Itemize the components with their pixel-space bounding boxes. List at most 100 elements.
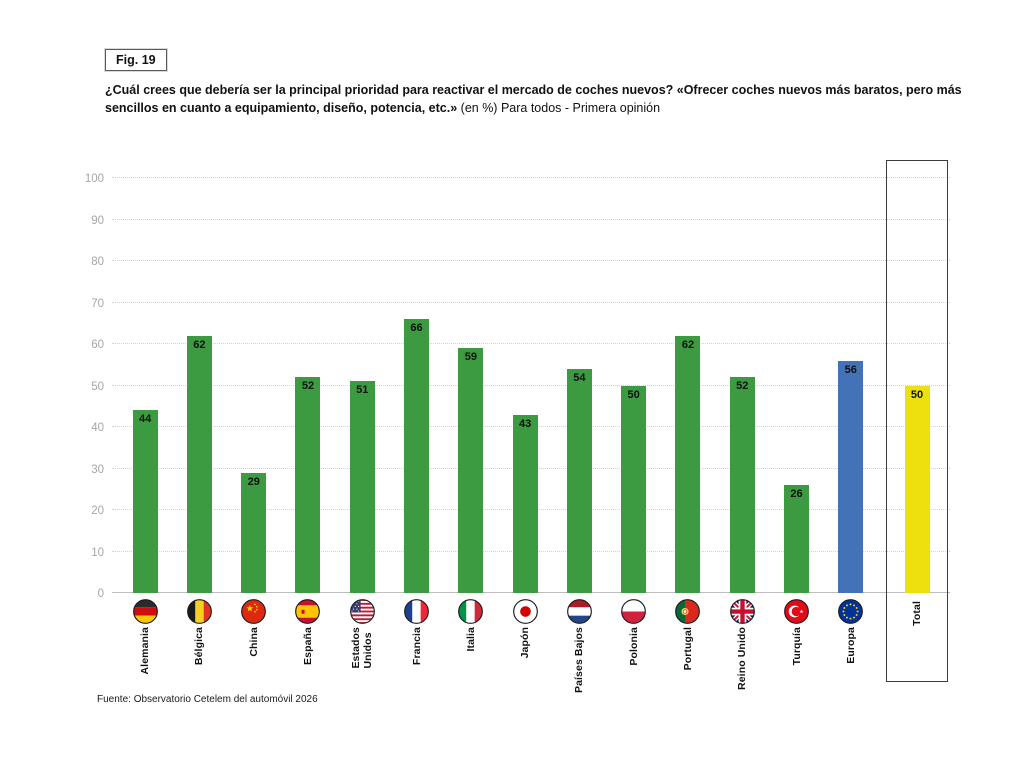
bar-value: 52 xyxy=(736,380,749,393)
ytick-label: 100 xyxy=(84,173,104,185)
ytick-label: 30 xyxy=(91,463,104,476)
bar-paises-bajos: 54 xyxy=(566,368,592,593)
total-label-area: Total xyxy=(886,601,948,626)
bar-value: 59 xyxy=(464,351,477,364)
ytick-label: 0 xyxy=(97,588,104,600)
x-label-europa: Europa xyxy=(844,627,857,664)
bar-slot: 50 xyxy=(607,178,661,593)
figure-number-tag: Fig. 19 xyxy=(105,49,167,71)
y-axis-labels: 0 10 20 30 40 50 60 70 80 90 100 xyxy=(56,173,104,600)
france-flag-icon xyxy=(404,599,429,624)
bar-china: 29 xyxy=(241,472,267,593)
chart-title-question: ¿Cuál crees que debería ser la principal… xyxy=(105,83,962,115)
x-label-belgica: Bélgica xyxy=(193,627,206,666)
bar-slot: 56 xyxy=(824,178,878,593)
italy-flag-icon xyxy=(458,599,484,624)
bar-alemania: 44 xyxy=(132,410,158,593)
bar-value: 62 xyxy=(193,338,206,351)
x-slot-estados-unidos: Estados Unidos xyxy=(335,599,389,693)
x-slot-paises-bajos: Países Bajos xyxy=(552,599,606,693)
bar-value: 62 xyxy=(681,338,695,351)
x-label-turquia: Turquía xyxy=(790,627,803,666)
x-slot-europa: Europa xyxy=(824,599,878,693)
x-slot-belgica: Bélgica xyxy=(172,599,226,693)
bar-value: 54 xyxy=(573,371,586,384)
bar-slot: 62 xyxy=(172,178,226,593)
bar-portugal: 62 xyxy=(675,335,701,593)
spain-flag-icon xyxy=(295,599,321,624)
ytick-label: 90 xyxy=(91,214,104,227)
x-slot-japon: Japón xyxy=(498,599,552,693)
china-flag-icon xyxy=(241,599,267,624)
bar-slot: 62 xyxy=(661,178,715,593)
netherlands-flag-icon xyxy=(566,599,592,624)
bar-italia: 59 xyxy=(458,348,484,593)
x-label-japon: Japón xyxy=(519,627,532,659)
bar-value: 26 xyxy=(790,488,803,501)
x-axis: Alemania Bélgica China España Estados Un… xyxy=(118,599,878,693)
bar-value: 51 xyxy=(356,384,369,397)
bar-europa: 56 xyxy=(838,360,864,593)
bar-francia: 66 xyxy=(404,319,430,593)
usa-flag-icon xyxy=(349,599,375,624)
bar-value: 56 xyxy=(844,363,857,376)
ytick-label: 40 xyxy=(91,422,104,434)
germany-flag-icon xyxy=(132,599,158,624)
x-label-estados-unidos: Estados Unidos xyxy=(350,627,375,669)
x-slot-portugal: Portugal xyxy=(661,599,715,693)
bar-slot: 26 xyxy=(769,178,823,593)
bar-turquia: 26 xyxy=(784,485,810,593)
turkey-flag-icon xyxy=(784,599,809,624)
bar-value: 66 xyxy=(410,322,423,335)
x-slot-turquia: Turquía xyxy=(769,599,823,693)
x-label-paises-bajos: Países Bajos xyxy=(573,627,586,693)
ytick-label: 80 xyxy=(91,256,104,268)
bar-total: 50 xyxy=(904,385,930,593)
gridline xyxy=(112,343,950,344)
x-slot-polonia: Polonia xyxy=(607,599,661,693)
x-label-total: Total xyxy=(911,601,923,626)
bar-value: 44 xyxy=(139,413,152,426)
portugal-flag-icon xyxy=(675,599,701,624)
bar-estados-unidos: 51 xyxy=(349,381,375,593)
uk-flag-icon xyxy=(729,599,755,624)
x-slot-china: China xyxy=(227,599,281,693)
x-label-italia: Italia xyxy=(464,627,477,652)
x-label-reino-unido: Reino Unido xyxy=(736,627,749,690)
bar-japon: 43 xyxy=(512,414,538,593)
bar-polonia: 50 xyxy=(621,385,647,593)
ytick-label: 50 xyxy=(91,380,104,393)
x-label-alemania: Alemania xyxy=(139,627,152,675)
bar-slot: 52 xyxy=(715,178,769,593)
total-highlight-box xyxy=(886,160,948,682)
ytick-label: 60 xyxy=(91,339,104,351)
bar-belgica: 62 xyxy=(186,335,212,593)
chart-title: ¿Cuál crees que debería ser la principal… xyxy=(105,82,967,118)
bar-value: 52 xyxy=(301,380,315,393)
x-label-portugal: Portugal xyxy=(681,627,694,671)
x-slot-reino-unido: Reino Unido xyxy=(715,599,769,693)
bar-slot: 44 xyxy=(118,178,172,593)
bar-value: 50 xyxy=(910,388,924,401)
ytick-label: 10 xyxy=(91,546,104,559)
gridline xyxy=(112,260,950,261)
poland-flag-icon xyxy=(621,599,647,624)
chart-title-subtitle: (en %) Para todos - Primera opinión xyxy=(460,100,661,115)
bar-slot: 29 xyxy=(227,178,281,593)
bars-area: 44 62 29 52 51 66 59 43 54 50 62 52 26 5… xyxy=(118,178,878,593)
bar-slot: 54 xyxy=(552,178,606,593)
eu-flag-icon xyxy=(838,599,864,624)
x-slot-espana: España xyxy=(281,599,335,693)
japan-flag-icon xyxy=(512,599,538,624)
x-slot-francia: Francia xyxy=(389,599,443,693)
belgium-flag-icon xyxy=(187,599,212,624)
x-label-espana: España xyxy=(301,627,314,665)
gridline xyxy=(112,218,950,220)
x-slot-alemania: Alemania xyxy=(118,599,172,693)
bar-slot: 43 xyxy=(498,178,552,593)
x-slot-italia: Italia xyxy=(444,599,498,693)
bar-slot: 52 xyxy=(281,178,335,593)
gridline xyxy=(112,384,950,386)
ytick-label: 70 xyxy=(91,297,104,310)
